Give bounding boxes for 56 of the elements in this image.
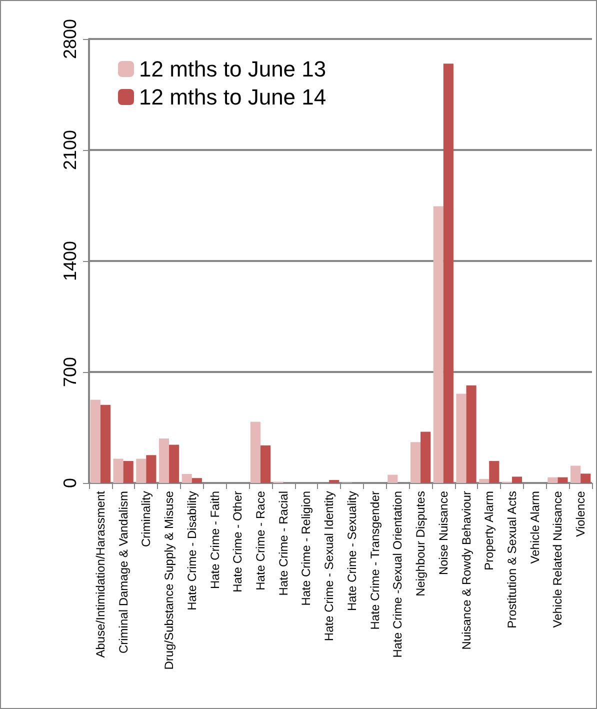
x-tick-label: Prostitution & Sexual Acts	[504, 491, 519, 628]
x-tick-label: Noise Nuisance	[436, 490, 450, 576]
bar	[146, 455, 156, 483]
bar	[100, 404, 110, 483]
bar	[113, 458, 124, 483]
bar	[250, 422, 260, 483]
x-tick-label: Hate Crime - Transgender	[368, 491, 382, 630]
x-tick-label: Criminal Damage & Vandalism	[116, 491, 130, 654]
x-tick-label: Criminality	[139, 491, 154, 548]
y-tick-label: 0	[60, 478, 80, 488]
bar	[433, 206, 444, 483]
bar	[169, 444, 180, 483]
x-tick-label: Nuisance & Rowdy Behaviour	[459, 491, 474, 650]
x-tick-label: Property Alarm	[482, 490, 496, 570]
x-tick-label: Hate Crime - Religion	[299, 491, 314, 606]
x-tick-label: Hate Crime - Other	[230, 491, 245, 592]
x-tick-label: Vehicle Alarm	[528, 490, 542, 564]
bar	[158, 438, 170, 483]
x-tick-label: Hate Crime - Race	[253, 490, 268, 590]
bar	[123, 460, 134, 483]
bar	[90, 400, 100, 483]
bar	[192, 478, 202, 483]
x-tick-label: Hate Crime - Sexual Identity	[322, 491, 336, 642]
bar	[388, 474, 398, 483]
bar	[570, 466, 581, 483]
bar	[512, 476, 522, 483]
bar	[580, 474, 591, 483]
bar	[479, 479, 490, 483]
bar	[558, 477, 568, 483]
bar	[136, 458, 146, 483]
bar	[420, 432, 431, 483]
bar	[548, 477, 558, 483]
x-tick-label: Drug/Substance Supply & Misuse	[162, 490, 176, 670]
x-tick-label: Hate Crime - Racial	[276, 491, 290, 596]
x-tick-label: Violence	[574, 490, 588, 537]
x-tick-label: Hate Crime -Sexual Orientation	[390, 491, 405, 658]
bar	[489, 460, 500, 483]
y-tick-label: 2800	[60, 18, 80, 60]
bar	[466, 385, 476, 483]
bar	[443, 64, 454, 483]
legend-label: 12 mths to June 14	[139, 84, 326, 110]
bar	[329, 480, 340, 483]
y-tick-label: 2100	[60, 130, 80, 170]
x-tick-label: Hate Crime - Disability	[184, 491, 199, 610]
legend-label: 12 mths to June 13	[139, 56, 326, 82]
y-tick-label: 1400	[60, 240, 80, 282]
y-tick-label: 700	[60, 356, 80, 388]
bar	[410, 442, 421, 483]
bar	[260, 445, 271, 483]
bar	[456, 394, 466, 483]
x-tick-label: Hate Crime - Faith	[208, 491, 222, 590]
x-tick-label: Neighbour Disputes	[414, 491, 428, 596]
x-tick-label: Abuse/Intimidation/Harassment	[93, 490, 108, 658]
bar	[182, 474, 192, 483]
x-tick-label: Vehicle Related Nuisance	[550, 490, 565, 628]
x-tick-label: Hate Crime - Sexuality	[344, 491, 359, 612]
